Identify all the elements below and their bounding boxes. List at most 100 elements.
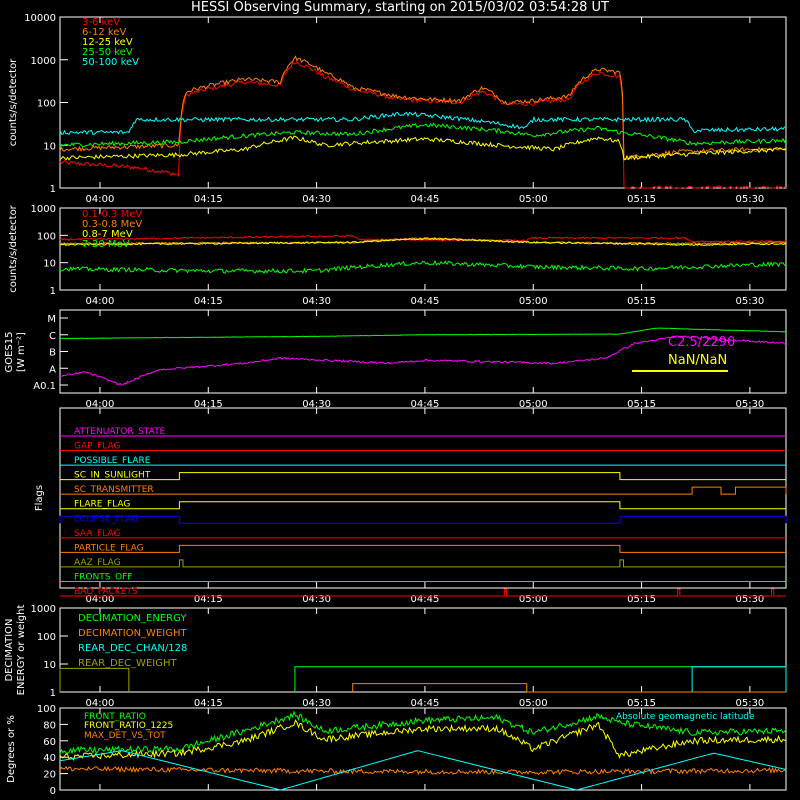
panel-1-ytick-label: 1000 — [31, 204, 56, 215]
panel-3-xtick-label: 05:15 — [627, 594, 656, 605]
panel-0-legend-3: 25-50 keV — [82, 47, 133, 58]
panel-5-legend-3: Absolute geomagnetic latitude — [616, 712, 755, 722]
panel-4-xtick-label: 04:30 — [302, 698, 331, 709]
flag-trace-4 — [60, 486, 787, 495]
panel-1-xtick-label: 04:45 — [411, 296, 440, 307]
panel-0-series-4 — [59, 111, 787, 136]
panel-4-xtick-label: 04:00 — [86, 698, 115, 709]
flag-trace-9 — [60, 559, 786, 568]
panel-1-xtick-label: 04:00 — [86, 296, 115, 307]
panel-4-series-1 — [352, 683, 786, 693]
panel-4-frame — [59, 607, 787, 693]
panel-1-legend-2: 0.8-7 MeV — [82, 229, 133, 240]
panel-4-ylabel-2: ENERGY or weight — [16, 605, 27, 696]
panel-1-legend-0: 0.1-0.3 MeV — [82, 209, 142, 220]
panel-1-series-3 — [59, 259, 787, 274]
panel-1-series-2 — [59, 237, 787, 247]
panel-1-ytick-label: 10 — [43, 259, 56, 270]
panel-4-series-0 — [294, 666, 787, 692]
flag-label-8: PARTICLE_FLAG — [74, 543, 144, 553]
panel-0-xtick-label: 05:00 — [519, 194, 548, 205]
panel-5-legend-1: FRONT_RATIO_1225 — [84, 721, 173, 731]
panel-2-frame — [59, 309, 787, 394]
panel-4-xtick-label: 05:15 — [627, 698, 656, 709]
panel-4-xtick-label: 05:30 — [735, 698, 764, 709]
panel-0-xtick-label: 05:30 — [735, 194, 764, 205]
flag-label-4: SC_TRANSMITTER — [74, 485, 154, 495]
panel-0-series-2 — [59, 135, 787, 161]
panel-5-ytick-label: 40 — [43, 753, 56, 764]
panel-0-frame — [59, 16, 787, 189]
panel-3-xtick-label: 05:30 — [735, 594, 764, 605]
panel-1-ylabel: counts/s/detector — [8, 204, 19, 292]
flag-label-2: POSSIBLE_FLARE — [74, 456, 151, 466]
goes-nan-annotation: NaN/NaN — [668, 353, 727, 368]
flag-trace-5 — [60, 501, 786, 510]
panel-0-xtick-label: 04:00 — [86, 194, 115, 205]
panel-1-ytick-label: 100 — [37, 231, 56, 242]
panel-0-legend-2: 12-25 keV — [82, 37, 133, 48]
panel-1-xtick-label: 04:30 — [302, 296, 331, 307]
flag-label-5: FLARE_FLAG — [74, 500, 130, 510]
panel-5-frame — [59, 707, 787, 791]
panel-2-xtick-label: 05:30 — [735, 399, 764, 410]
flag-trace-3 — [60, 472, 786, 481]
panel-1-xtick-label: 05:15 — [627, 296, 656, 307]
flag-label-9: AAZ_FLAG — [74, 558, 121, 568]
panel-4-ylabel: DECIMATION — [4, 618, 15, 681]
panel-2-ytick-label: M — [47, 314, 56, 325]
panel-5-series-2 — [59, 765, 787, 776]
panel-5-ytick-label: 60 — [43, 737, 56, 748]
panel-5-ylabel: Degrees or % — [6, 715, 17, 783]
panel-5-series-1 — [59, 719, 787, 761]
flag-label-0: ATTENUATOR_STATE — [74, 427, 166, 437]
panel-3-xtick-label: 05:00 — [519, 594, 548, 605]
panel-2-series-1 — [60, 335, 787, 386]
panel-0-ytick-label: 100 — [37, 99, 56, 110]
panel-5-ytick-label: 80 — [43, 720, 56, 731]
panel-1-xtick-label: 04:15 — [194, 296, 223, 307]
panel-5-ytick-label: 20 — [43, 770, 56, 781]
panel-0-ytick-label: 10 — [43, 141, 56, 152]
panel-0-legend-4: 50-100 keV — [82, 57, 139, 68]
panel-0-ytick-label: 1 — [50, 184, 56, 195]
panel-2-xtick-label: 05:15 — [627, 399, 656, 410]
panel-1-legend-1: 0.3-0.8 MeV — [82, 219, 142, 230]
panel-0-series-1 — [59, 55, 787, 160]
flag-label-11: BAD_PACKETS — [74, 587, 138, 597]
panel-0-legend-1: 6-12 keV — [82, 27, 126, 38]
panel-2-xtick-label: 04:00 — [86, 399, 115, 410]
panel-5-legend-2: MAX_DET_VS_TOT — [84, 731, 166, 741]
panel-3-xtick-label: 04:15 — [194, 594, 223, 605]
page-title: HESSI Observing Summary, starting on 201… — [191, 0, 609, 15]
panel-1-legend-3: 7-20 MeV — [82, 239, 130, 250]
panel-0-series-3 — [59, 122, 787, 148]
panel-2-ytick-label: A — [49, 364, 56, 375]
panel-0-ytick-label: 10000 — [24, 13, 56, 24]
flag-label-7: SAA_FLAG — [74, 529, 120, 539]
panel-5-ytick-label: 100 — [37, 704, 56, 715]
panel-1-xtick-label: 05:00 — [519, 296, 548, 307]
panel-4-xtick-label: 04:45 — [411, 698, 440, 709]
panel-4-ytick-label: 1000 — [31, 604, 56, 615]
panel-0-ytick-label: 1000 — [31, 56, 56, 67]
panel-0-xtick-label: 04:45 — [411, 194, 440, 205]
panel-4-xtick-label: 04:15 — [194, 698, 223, 709]
panel-5-ytick-label: 0 — [50, 786, 56, 797]
panel-2-ytick-label: B — [49, 348, 56, 359]
panel-4-legend-1: DECIMATION_WEIGHT — [78, 628, 187, 639]
panel-2-series-0 — [59, 327, 787, 340]
panel-2-ylabel: GOES15 — [4, 331, 15, 372]
panel-3-ylabel: Flags — [34, 485, 45, 511]
goes-flare-annotation: C2.5/2290 — [668, 335, 735, 350]
panel-4-ytick-label: 1 — [50, 688, 56, 699]
panel-4-xtick-label: 05:00 — [519, 698, 548, 709]
panel-5-legend-0: FRONT_RATIO — [84, 712, 146, 722]
panel-0-legend-0: 3-6 keV — [82, 17, 120, 28]
flag-label-3: SC_IN_SUNLIGHT — [74, 471, 151, 481]
panel-3-xtick-label: 04:45 — [411, 594, 440, 605]
panel-1-ytick-label: 1 — [50, 286, 56, 297]
flag-trace-8 — [60, 544, 786, 553]
panel-4-series-2 — [691, 666, 787, 692]
